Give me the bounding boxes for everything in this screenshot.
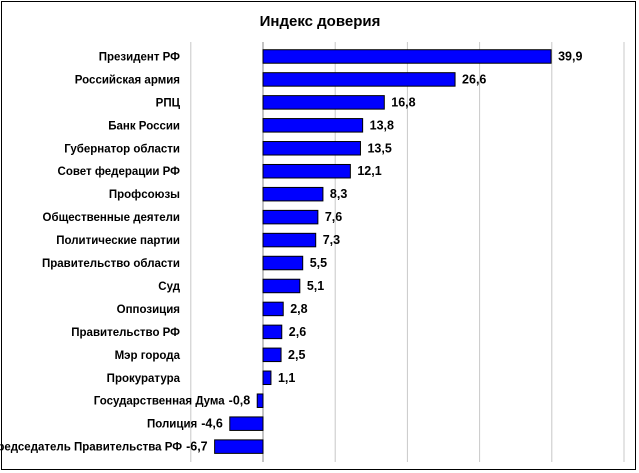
bar — [262, 186, 324, 202]
value-label: 2,8 — [290, 302, 307, 316]
value-label: 13,5 — [367, 141, 391, 155]
bar — [214, 439, 264, 454]
category-label: Оппозиция — [117, 304, 180, 316]
bar — [262, 209, 319, 225]
category-label: Президент РФ — [99, 51, 180, 63]
category-label: Государственная Дума — [94, 396, 226, 408]
value-label: 8,3 — [330, 187, 347, 201]
bar — [262, 301, 284, 317]
category-label: Полиция — [147, 419, 197, 431]
chart-title: Индекс доверия — [260, 13, 381, 30]
category-label: Суд — [158, 281, 180, 293]
bar — [262, 370, 272, 386]
value-label: 26,6 — [462, 72, 486, 86]
bar — [262, 72, 456, 87]
bar — [256, 393, 264, 408]
value-label: -0,8 — [229, 394, 251, 408]
bar — [262, 324, 283, 340]
category-label: Прокуратура — [107, 373, 181, 385]
category-labels: Президент РФ Российская армия РПЦ Банк Росс… — [0, 51, 225, 453]
bar — [262, 347, 282, 363]
category-label: РПЦ — [156, 97, 181, 109]
bar — [262, 49, 552, 64]
value-label: 1,1 — [278, 371, 295, 385]
bars — [214, 49, 552, 454]
bar — [262, 232, 317, 248]
category-label: Мэр города — [115, 350, 181, 362]
value-label: 12,1 — [357, 164, 381, 178]
bar — [262, 278, 301, 294]
category-label: Профсоюзы — [109, 189, 180, 201]
value-label: 13,8 — [370, 118, 394, 132]
value-labels: 39,926,616,813,813,512,18,37,67,35,55,12… — [186, 49, 582, 453]
category-label: Российская армия — [75, 74, 180, 86]
value-label: 5,1 — [307, 279, 324, 293]
category-label: Совет федерации РФ — [58, 166, 181, 178]
category-label: Банк России — [108, 120, 180, 132]
bar — [229, 416, 264, 431]
bar — [262, 95, 385, 110]
value-label: 7,3 — [323, 233, 340, 247]
category-label: Губернатор области — [64, 143, 180, 155]
category-label: Общественные деятели — [43, 212, 180, 224]
category-label: Правительство области — [42, 258, 180, 270]
category-label: Политические партии — [56, 235, 180, 247]
grid-lines — [190, 42, 625, 462]
value-label: 16,8 — [391, 95, 415, 109]
value-label: 2,6 — [289, 325, 306, 339]
category-label: Правительство РФ — [71, 327, 180, 339]
value-label: -6,7 — [186, 440, 208, 454]
value-label: 39,9 — [558, 49, 582, 63]
bar — [262, 118, 364, 133]
value-label: 5,5 — [310, 256, 327, 270]
value-label: -4,6 — [201, 417, 223, 431]
value-label: 7,6 — [325, 210, 342, 224]
bar — [262, 255, 304, 271]
category-label: Председатель Правительства РФ — [0, 442, 182, 454]
bar — [262, 141, 361, 156]
bar — [262, 163, 351, 179]
value-label: 2,5 — [288, 348, 305, 362]
